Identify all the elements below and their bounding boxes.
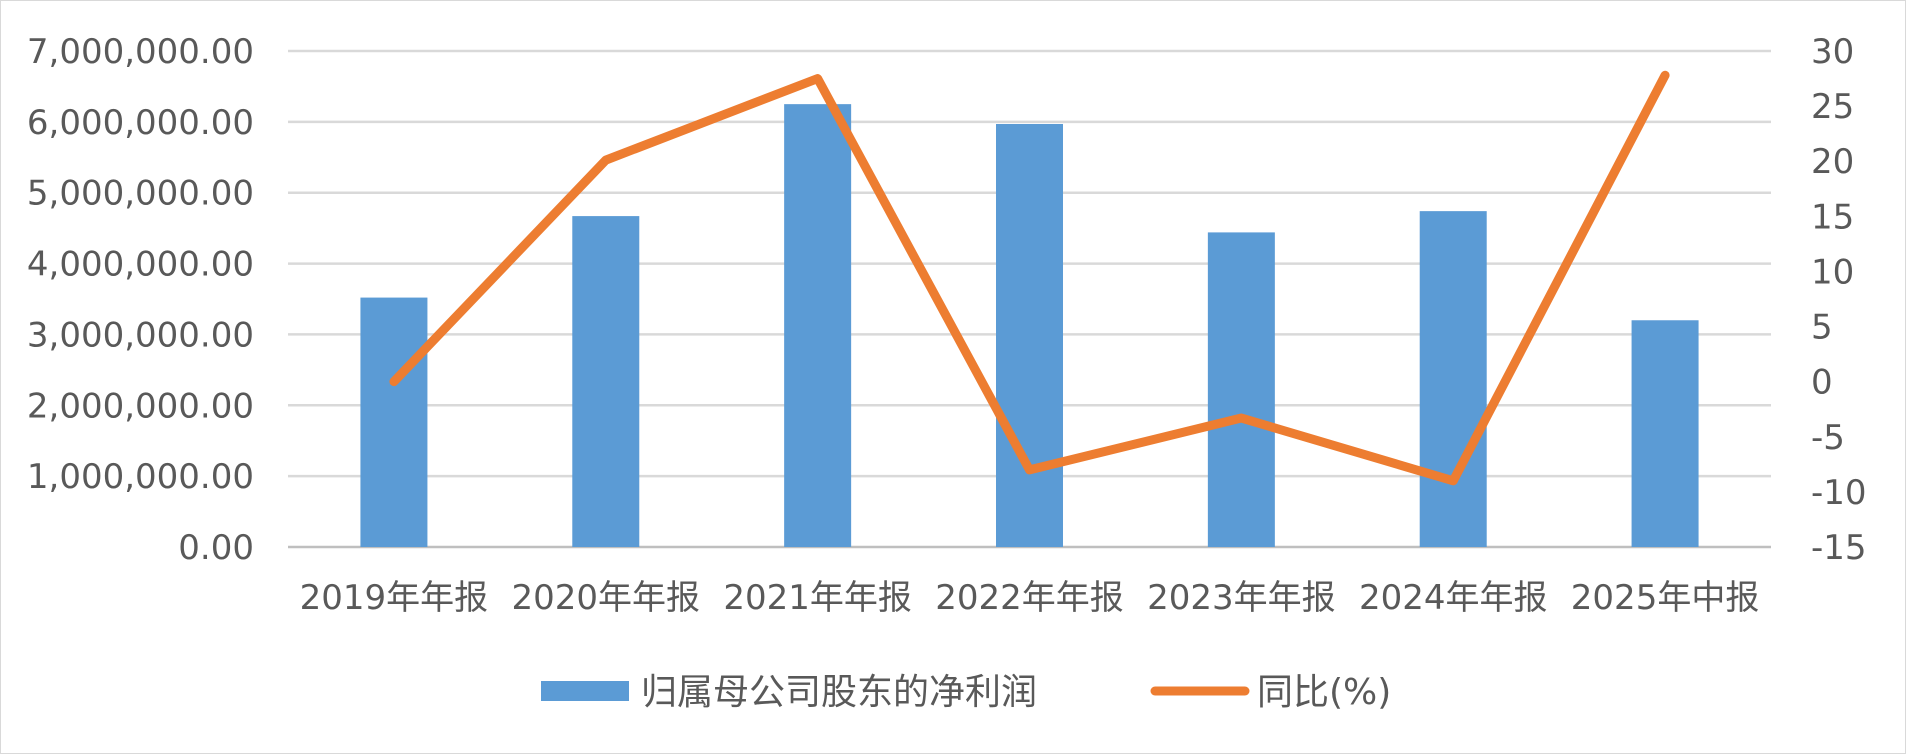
left-tick-label: 0.00	[178, 528, 254, 568]
right-tick-label: -5	[1811, 418, 1845, 458]
legend-swatch-bar	[541, 681, 629, 701]
x-tick-label: 2022年年报	[935, 578, 1124, 618]
right-tick-label: 25	[1811, 87, 1854, 127]
bar-2020年年报	[572, 216, 640, 547]
bar-2019年年报	[360, 297, 428, 547]
x-tick-label: 2021年年报	[723, 578, 912, 618]
x-tick-label: 2025年中报	[1571, 578, 1760, 618]
legend-label-line: 同比(%)	[1257, 672, 1391, 713]
right-tick-label: 30	[1811, 32, 1854, 72]
right-axis-ticks: -15 -10 -5 0 5 10 15 20 25 30	[1811, 32, 1867, 568]
bar-2025年中报	[1631, 320, 1699, 547]
bar-series	[360, 104, 1699, 548]
right-tick-label: -10	[1811, 473, 1867, 513]
right-tick-label: 5	[1811, 308, 1833, 348]
right-tick-label: 15	[1811, 197, 1854, 237]
right-tick-label: 10	[1811, 252, 1854, 292]
x-tick-label: 2023年年报	[1147, 578, 1336, 618]
bar-2022年年报	[996, 123, 1063, 548]
left-tick-label: 5,000,000.00	[27, 174, 254, 214]
yoy-line	[389, 70, 1670, 486]
left-axis-ticks: 0.00 1,000,000.00 2,000,000.00 3,000,000.00…	[27, 32, 254, 568]
x-axis-ticks: 2019年年报 2020年年报 2021年年报 2022年年报 2023年年报 2024年…	[300, 578, 1760, 618]
left-tick-label: 6,000,000.00	[27, 103, 254, 143]
legend: 归属母公司股东的净利润 同比(%)	[541, 672, 1391, 713]
legend-label-bar: 归属母公司股东的净利润	[641, 672, 1037, 713]
left-tick-label: 3,000,000.00	[27, 315, 254, 355]
bar-2024年年报	[1419, 211, 1487, 547]
x-tick-label: 2020年年报	[512, 578, 701, 618]
x-tick-label: 2019年年报	[300, 578, 489, 618]
left-tick-label: 1,000,000.00	[27, 457, 254, 497]
right-tick-label: -15	[1811, 528, 1867, 568]
left-tick-label: 4,000,000.00	[27, 245, 254, 285]
bar-2023年年报	[1207, 232, 1275, 547]
x-tick-label: 2024年年报	[1359, 578, 1548, 618]
right-tick-label: 0	[1811, 363, 1833, 403]
left-tick-label: 7,000,000.00	[27, 32, 254, 72]
left-tick-label: 2,000,000.00	[27, 386, 254, 426]
right-tick-label: 20	[1811, 142, 1854, 182]
line-series	[389, 70, 1670, 486]
bar-2021年年报	[784, 104, 852, 548]
